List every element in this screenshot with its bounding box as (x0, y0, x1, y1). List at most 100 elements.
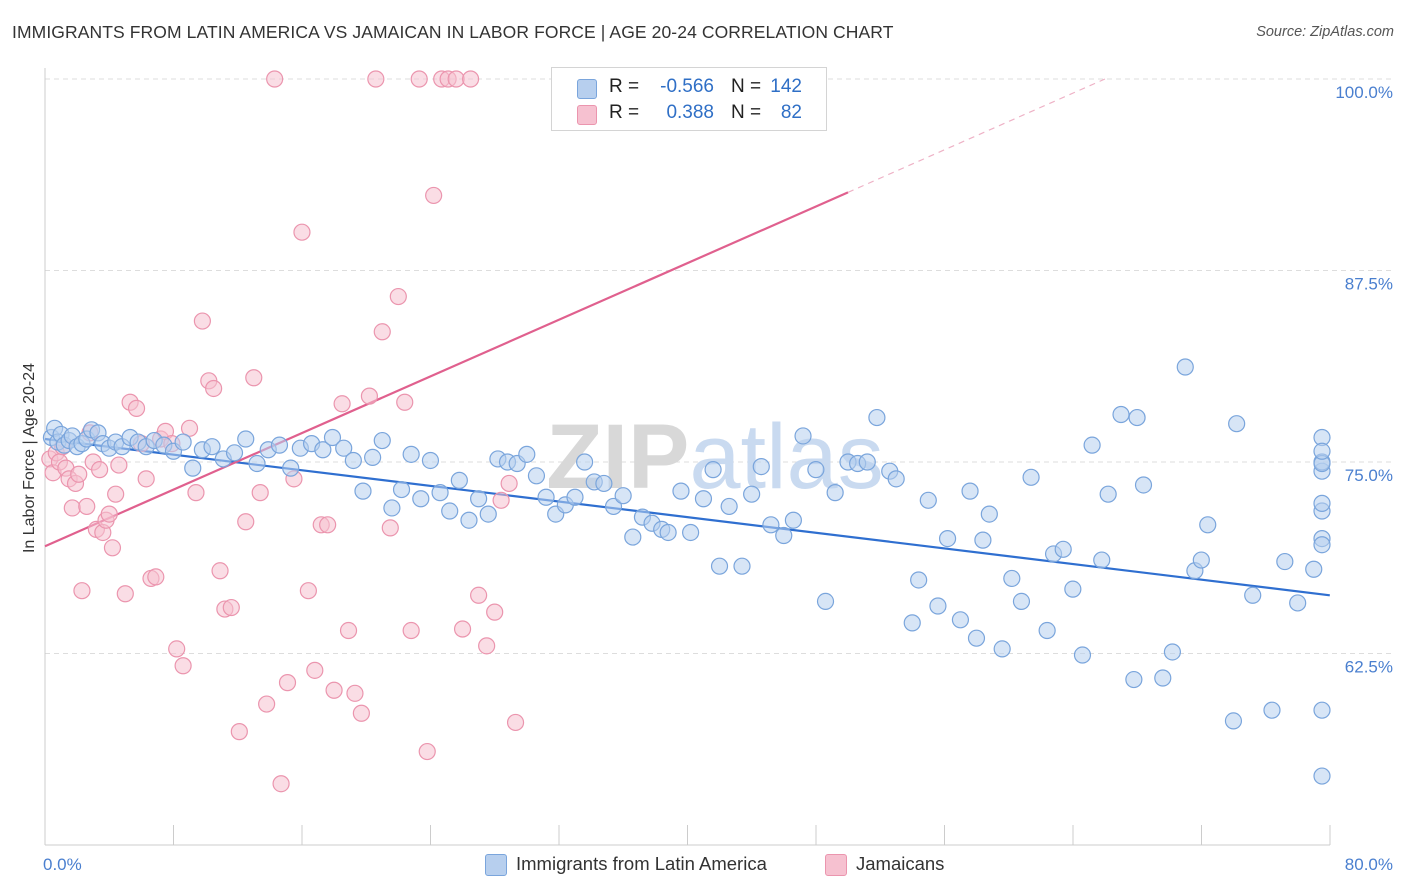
data-point (425, 186, 443, 205)
data-point (381, 519, 399, 537)
blue-swatch (485, 854, 507, 876)
data-point (1276, 552, 1294, 571)
data-point (373, 323, 391, 341)
data-point (230, 723, 248, 741)
data-point (682, 523, 700, 542)
data-point (314, 441, 332, 459)
data-point (412, 490, 430, 508)
data-point (103, 539, 122, 557)
y-axis-label: In Labor Force | Age 20-24 (21, 363, 38, 553)
data-point (203, 438, 221, 456)
data-point (1263, 701, 1281, 719)
data-point (373, 431, 391, 450)
data-point (346, 684, 364, 702)
data-point (184, 459, 202, 477)
r-label: R = (609, 76, 640, 97)
data-point (460, 511, 478, 529)
data-point (1305, 560, 1323, 578)
data-point (323, 428, 342, 447)
data-point (78, 497, 96, 516)
data-point (1313, 494, 1331, 512)
r-value: 0.388 (666, 102, 714, 123)
data-point (237, 513, 255, 531)
data-point (1038, 621, 1056, 640)
data-point (107, 485, 125, 503)
data-point (1125, 670, 1143, 689)
data-point (1134, 476, 1153, 494)
data-point (903, 614, 921, 632)
blue-swatch (577, 79, 597, 99)
data-point (339, 621, 358, 640)
data-point (470, 490, 488, 508)
data-point (306, 661, 324, 679)
data-point (282, 459, 300, 477)
data-point (344, 451, 362, 470)
y-tick-label: 75.0% (1345, 466, 1393, 485)
data-point (910, 571, 928, 589)
data-point (527, 467, 546, 485)
data-point (1313, 536, 1331, 554)
series-immigrants-from-latin-america (42, 358, 1331, 785)
data-point (237, 430, 255, 448)
r-value: -0.566 (660, 76, 714, 97)
data-point (367, 70, 385, 88)
data-point (868, 408, 886, 427)
data-point (402, 445, 420, 463)
data-point (704, 461, 722, 479)
data-point (733, 557, 751, 575)
y-tick-label: 87.5% (1345, 275, 1393, 294)
data-point (110, 456, 128, 474)
data-point (364, 448, 382, 467)
correlation-legend: R = -0.566 N = 142 R = 0.388 N = 82 (551, 67, 827, 131)
data-point (1083, 436, 1101, 454)
data-point (1022, 468, 1040, 486)
pink-swatch (825, 854, 847, 876)
data-point (461, 70, 480, 88)
data-point (604, 497, 623, 516)
data-point (775, 526, 793, 545)
data-point (1099, 485, 1117, 503)
data-point (168, 640, 186, 658)
data-point (63, 499, 81, 517)
data-point (211, 562, 229, 580)
data-point (205, 379, 223, 398)
data-point (453, 620, 472, 638)
data-point (1054, 540, 1072, 558)
data-point (1313, 442, 1331, 460)
data-point (614, 487, 632, 505)
data-point (248, 454, 266, 473)
chart-title: IMMIGRANTS FROM LATIN AMERICA VS JAMAICA… (12, 22, 894, 42)
x-tick-label: 80.0% (1345, 855, 1393, 874)
data-point (784, 511, 802, 529)
legend-row-pink: R = 0.388 N = 82 (552, 101, 826, 127)
data-point (418, 742, 436, 761)
data-point (1128, 408, 1146, 427)
data-point (1244, 586, 1262, 604)
data-point (659, 523, 677, 542)
data-point (1003, 569, 1021, 588)
data-point (1064, 580, 1082, 598)
series-jamaicans (41, 70, 525, 793)
data-point (993, 640, 1011, 658)
data-point (174, 657, 192, 675)
data-point (1289, 594, 1307, 612)
data-point (980, 505, 998, 523)
data-point (421, 451, 440, 470)
data-point (595, 474, 613, 493)
data-point (396, 393, 414, 411)
data-point (486, 603, 504, 621)
data-point (826, 484, 844, 502)
pink-swatch (577, 105, 597, 125)
data-point (441, 502, 459, 520)
data-point (720, 497, 738, 516)
data-point (938, 529, 957, 548)
data-point (352, 704, 370, 722)
data-point (1154, 669, 1172, 687)
legend-label: Immigrants from Latin America (516, 853, 767, 874)
data-point (1112, 405, 1130, 424)
data-point (73, 582, 91, 600)
r-label: R = (609, 102, 640, 123)
data-point (1228, 415, 1246, 433)
data-point (272, 775, 290, 793)
legend-label: Jamaicans (856, 853, 945, 874)
